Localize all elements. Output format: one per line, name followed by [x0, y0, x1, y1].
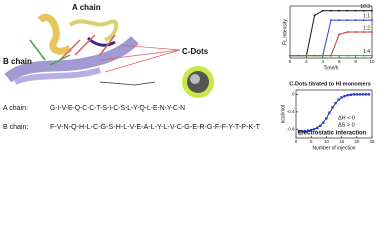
a-chain-label: A chain [72, 3, 101, 12]
data-point [331, 106, 334, 109]
series-label: 1:2 [363, 25, 370, 31]
data-point [346, 31, 349, 33]
data-point [328, 111, 331, 114]
protein-structure [4, 14, 181, 85]
y-tick-label: 0 [292, 92, 295, 97]
data-point [330, 19, 332, 22]
data-point [330, 9, 332, 12]
data-point [338, 54, 341, 57]
data-point [362, 9, 365, 12]
data-point [313, 54, 316, 57]
data-point [303, 129, 307, 133]
data-point [354, 54, 357, 57]
y-axis-label: FL Intensity [282, 19, 288, 45]
x-tick-label: 10 [324, 139, 330, 144]
x-tick-label: 25 [369, 139, 375, 144]
data-point [352, 93, 355, 96]
data-point [300, 130, 304, 133]
data-point [364, 93, 368, 96]
b-chain-label: B chain [3, 57, 32, 66]
data-point [346, 94, 349, 97]
data-point [343, 94, 346, 98]
data-point [337, 98, 340, 101]
series-label: 1:4 [363, 49, 370, 55]
x-tick-label: 5 [310, 139, 313, 144]
x-tick-label: 8 [354, 59, 357, 64]
sequence: F-V-N-Q-H-L-C-G-S-H-L-V-E-A-L-Y-L-V-C-G-… [50, 124, 261, 131]
data-point [321, 54, 324, 57]
x-tick-label: 2 [305, 59, 308, 64]
sequence-label: B chain: [3, 124, 28, 131]
data-point [306, 129, 310, 132]
cdot-particle [99, 66, 214, 98]
data-point [338, 33, 341, 36]
data-point [330, 54, 332, 57]
data-point [354, 31, 357, 33]
data-line [290, 31, 372, 57]
data-point [361, 93, 365, 96]
data-point [338, 9, 341, 12]
data-point [346, 54, 349, 57]
data-point [362, 19, 365, 22]
x-tick-label: 4 [322, 59, 325, 64]
data-point [346, 9, 349, 12]
sequence: G-I-V-E-Q-C-C-T-S-I-C-S-L-Y-Q-L-E-N-Y-C-… [50, 105, 185, 112]
plot-frame [295, 89, 373, 139]
data-point [371, 9, 373, 12]
x-tick-label: 20 [354, 139, 360, 144]
cdots-label: C-Dots [182, 47, 209, 56]
data-point [313, 14, 316, 17]
x-tick-label: 6 [338, 59, 341, 64]
series-label: 1:1 [363, 14, 370, 20]
data-point [340, 96, 343, 99]
series-label: 10:3 [360, 4, 370, 10]
data-point [371, 19, 373, 22]
x-axis-label: Number of injection [312, 145, 355, 151]
sequence-label: A chain: [3, 105, 28, 112]
data-point [371, 54, 373, 57]
figure: A chain B chain C-Dots A chain: G-I-V-E-… [3, 3, 375, 151]
data-point [297, 54, 300, 57]
data-point [362, 31, 365, 33]
annotation: ΔS > 0 [338, 122, 355, 128]
data-point [355, 93, 358, 96]
x-axis-label: Time/h [323, 65, 338, 71]
data-line [290, 10, 372, 57]
data-point [349, 93, 352, 96]
y-tick-label: -0.8 [287, 126, 295, 131]
y-tick-label: -0.4 [287, 109, 295, 114]
data-point [334, 101, 337, 105]
data-point [346, 19, 349, 22]
data-point [325, 117, 328, 120]
annotation: Electrostatic interaction [298, 131, 367, 137]
x-tick-label: 0 [295, 139, 298, 144]
data-point [338, 19, 341, 22]
data-line [290, 19, 372, 57]
annotation: ΔH < 0 [338, 115, 355, 121]
data-point [354, 9, 357, 12]
data-point [305, 54, 308, 57]
data-point [316, 126, 319, 130]
data-point [321, 9, 324, 12]
data-point [297, 130, 301, 133]
data-point [354, 19, 357, 22]
data-point [362, 54, 365, 57]
x-tick-label: 10 [369, 59, 375, 64]
data-point [319, 124, 322, 127]
x-tick-label: 0 [289, 59, 292, 64]
data-point [322, 121, 325, 124]
data-point [358, 93, 362, 96]
x-tick-label: 15 [339, 139, 345, 144]
data-point [310, 128, 313, 132]
y-axis-label: kcal/mol [280, 105, 286, 123]
data-point [371, 31, 373, 33]
chart-title: C-Dots titrated to HI monomers [289, 81, 371, 87]
fit-line [299, 93, 369, 133]
data-point [289, 54, 291, 57]
data-point [367, 93, 371, 96]
data-point [313, 128, 316, 131]
